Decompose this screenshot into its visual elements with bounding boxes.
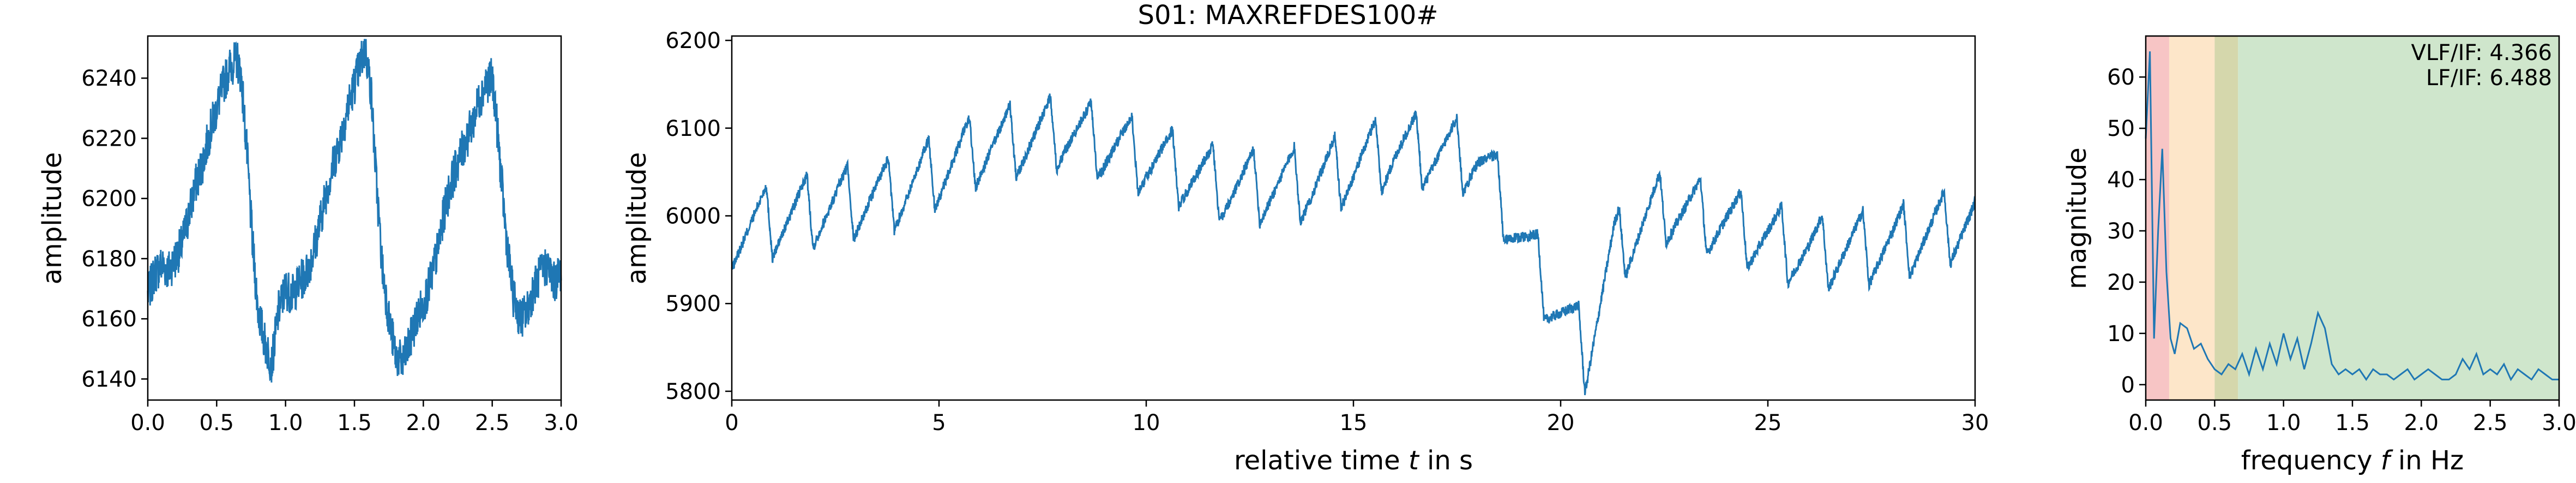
panel-1-xtick-label: 3.0 bbox=[544, 410, 579, 436]
panel-3-ytick-label: 40 bbox=[2107, 168, 2135, 193]
panel-2-xtick-label: 20 bbox=[1547, 410, 1575, 436]
panel-3-xtick-label: 2.0 bbox=[2404, 410, 2439, 436]
panel-1-xtick-label: 1.5 bbox=[337, 410, 372, 436]
panel-1-ytick-label: 6160 bbox=[81, 307, 137, 332]
panel-2-series-line bbox=[731, 93, 1976, 396]
panel-3-xtick-label: 3.0 bbox=[2542, 410, 2576, 436]
panel-3-xtick-label: 1.5 bbox=[2335, 410, 2370, 436]
panel-2-ylabel: amplitude bbox=[622, 152, 652, 285]
panel-3-spectrum: 0.0 0.5 1.0 1.5 2.0 2.5 3.0 0 10 20 30 40 50 60 magni… bbox=[2062, 35, 2576, 476]
panel-3-ytick-label: 0 bbox=[2121, 373, 2135, 398]
panel-3-ytick-label: 20 bbox=[2107, 270, 2135, 295]
panel-2-frame bbox=[731, 35, 1976, 401]
panel-2-long-signal: 0 5 10 15 20 25 30 5800 5900 6000 6100 6200 amplitu… bbox=[622, 28, 1989, 476]
panel-2-xlabel: relative time t in s bbox=[1234, 445, 1473, 476]
panel-1-short-signal: 0.0 0.5 1.0 1.5 2.0 2.5 3.0 6140 6160 6180 6200 622… bbox=[37, 35, 579, 436]
panel-2-xtick-label: 15 bbox=[1340, 410, 1368, 436]
panel-2-ytick-label: 5800 bbox=[665, 379, 721, 404]
panel-1-xtick-label: 2.5 bbox=[475, 410, 510, 436]
figure-title: S01: MAXREFDES100# bbox=[1138, 0, 1439, 31]
panel-1-ytick-label: 6200 bbox=[81, 187, 137, 212]
panel-1-xtick-label: 0.0 bbox=[130, 410, 165, 436]
panel-2-plot-area bbox=[731, 93, 1976, 396]
panel-3-xtick-label: 2.5 bbox=[2473, 410, 2508, 436]
panel-3-xtick-label: 0.0 bbox=[2128, 410, 2163, 436]
band-2 bbox=[2214, 36, 2238, 400]
panel-1-xtick-label: 1.0 bbox=[268, 410, 303, 436]
panel-1-ytick-label: 6240 bbox=[81, 66, 137, 91]
panel-3-xtick-label: 1.0 bbox=[2266, 410, 2301, 436]
band-0 bbox=[2146, 36, 2169, 400]
vlf-if-annotation: VLF/IF: 4.366 bbox=[2411, 40, 2552, 65]
panel-1-ytick-label: 6140 bbox=[81, 367, 137, 392]
panel-1-xtick-label: 0.5 bbox=[200, 410, 234, 436]
panel-2-ytick-label: 6100 bbox=[665, 116, 721, 141]
band-3 bbox=[2238, 36, 2559, 400]
panel-3-ytick-label: 30 bbox=[2107, 219, 2135, 244]
panel-1-ytick-label: 6180 bbox=[81, 247, 137, 272]
panel-2-xtick-label: 5 bbox=[932, 410, 946, 436]
panel-1-xtick-label: 2.0 bbox=[406, 410, 441, 436]
panel-2-xtick-label: 25 bbox=[1754, 410, 1782, 436]
panel-1-ytick-label: 6220 bbox=[81, 126, 137, 151]
panel-2-ytick-label: 6200 bbox=[665, 28, 721, 53]
panel-2-ytick-label: 5900 bbox=[665, 291, 721, 317]
panel-1-ylabel: amplitude bbox=[37, 152, 68, 285]
panel-1-plot-area bbox=[147, 39, 562, 383]
panel-3-axes: 0.0 0.5 1.0 1.5 2.0 2.5 3.0 0 10 20 30 40 50 60 bbox=[2107, 65, 2576, 436]
panel-2-xtick-label: 10 bbox=[1133, 410, 1160, 436]
panel-3-ytick-label: 50 bbox=[2107, 116, 2135, 141]
panel-1-axes: 0.0 0.5 1.0 1.5 2.0 2.5 3.0 6140 6160 6180 6200 622… bbox=[81, 66, 579, 436]
panel-3-xlabel: frequency f in Hz bbox=[2241, 445, 2464, 476]
panel-2-axes: 0 5 10 15 20 25 30 5800 5900 6000 6100 6200 bbox=[665, 28, 1989, 436]
panel-3-ylabel: magnitude bbox=[2062, 147, 2092, 289]
panel-2-xtick-label: 0 bbox=[725, 410, 738, 436]
panel-3-ytick-label: 60 bbox=[2107, 65, 2135, 90]
panel-3-xtick-label: 0.5 bbox=[2198, 410, 2232, 436]
panel-2-xtick-label: 30 bbox=[1961, 410, 1989, 436]
panel-3-series-line bbox=[2145, 51, 2559, 381]
panel-2-ytick-label: 6000 bbox=[665, 204, 721, 229]
panel-3-ytick-label: 10 bbox=[2107, 321, 2135, 347]
panel-3-plot-area bbox=[2145, 51, 2559, 381]
lf-if-annotation: LF/IF: 6.488 bbox=[2426, 65, 2552, 91]
panel-1-series-line bbox=[147, 39, 562, 383]
panel-3-frequency-bands bbox=[2146, 36, 2559, 400]
